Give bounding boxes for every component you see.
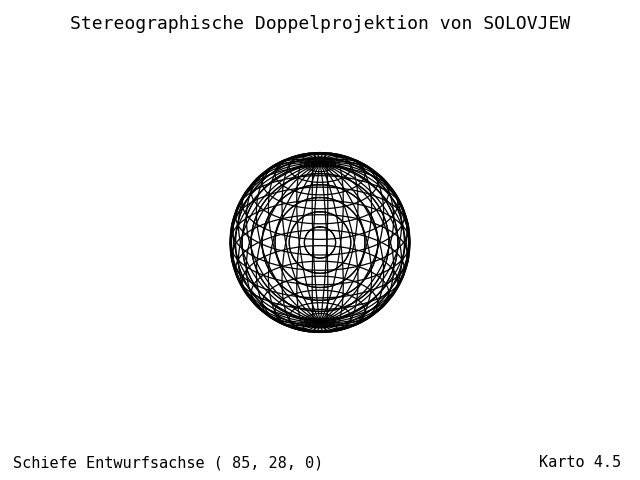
Text: Schiefe Entwurfsachse ( 85, 28, 0): Schiefe Entwurfsachse ( 85, 28, 0): [13, 456, 323, 470]
Text: Karto 4.5: Karto 4.5: [539, 456, 621, 470]
Title: Stereographische Doppelprojektion von SOLOVJEW: Stereographische Doppelprojektion von SO…: [70, 15, 570, 33]
